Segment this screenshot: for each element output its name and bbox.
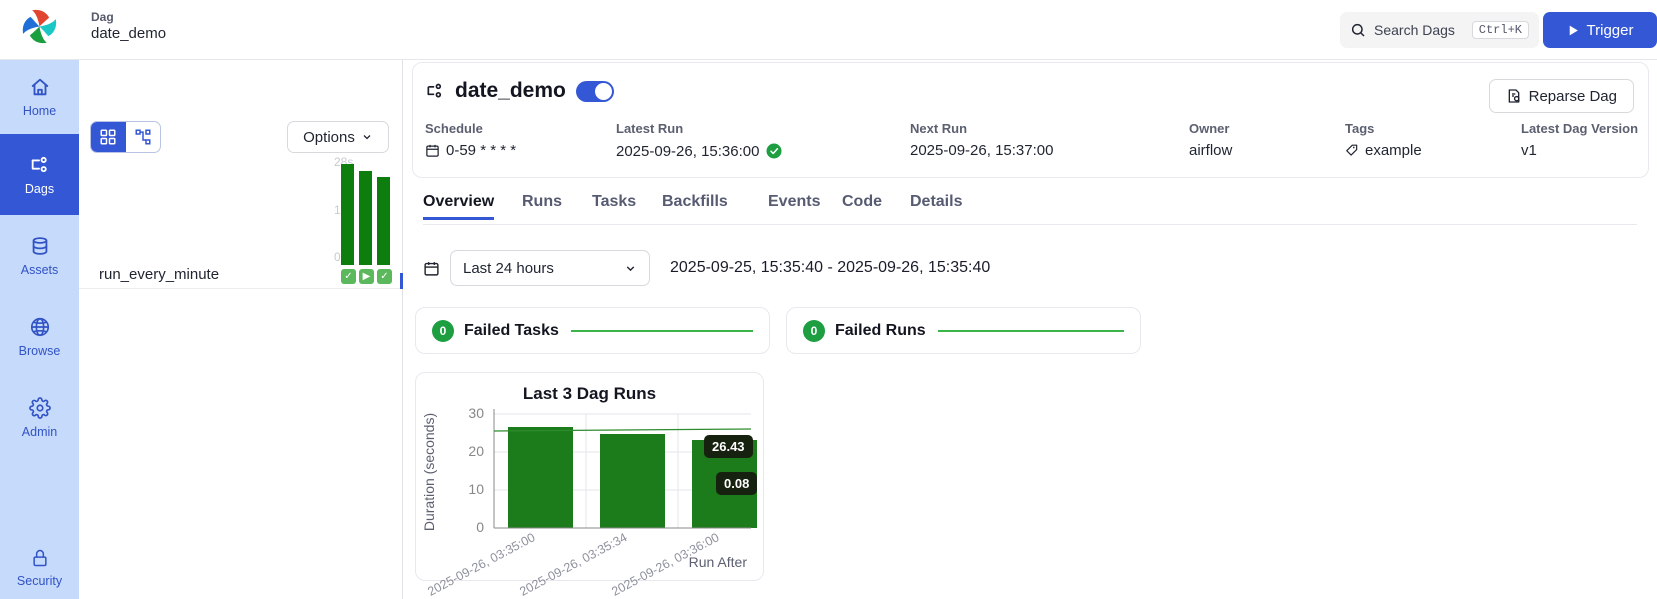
- svg-text:10: 10: [468, 481, 484, 497]
- svg-text:Duration (seconds): Duration (seconds): [421, 413, 437, 531]
- svg-text:30: 30: [468, 405, 484, 421]
- svg-text:0: 0: [476, 519, 484, 535]
- svg-text:20: 20: [468, 443, 484, 459]
